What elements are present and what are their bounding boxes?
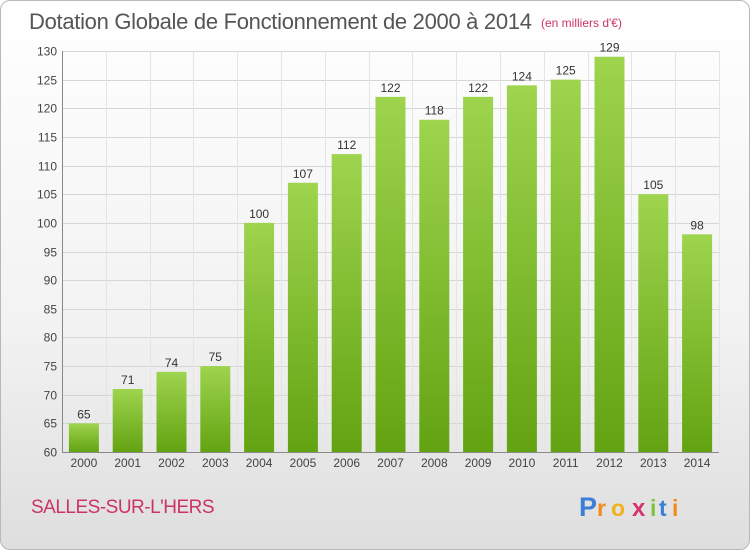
data-label-2007: 122 bbox=[380, 81, 400, 95]
x-tick-label-2009: 2009 bbox=[465, 456, 492, 470]
data-label-2000: 65 bbox=[77, 407, 91, 421]
x-tick-label-2008: 2008 bbox=[421, 456, 448, 470]
bar-2006 bbox=[331, 154, 362, 452]
chart-title: Dotation Globale de Fonctionnement de 20… bbox=[29, 9, 532, 34]
bar-2013 bbox=[638, 194, 669, 452]
bar-2009 bbox=[463, 96, 494, 452]
svg-text:i: i bbox=[672, 495, 678, 521]
svg-text:t: t bbox=[659, 495, 667, 521]
bar-2014 bbox=[682, 234, 713, 452]
data-label-2011: 125 bbox=[556, 64, 576, 78]
y-tick-label: 65 bbox=[44, 417, 58, 431]
svg-text:P: P bbox=[579, 492, 597, 522]
y-tick-label: 110 bbox=[38, 160, 57, 174]
x-tick-label-2002: 2002 bbox=[158, 456, 185, 470]
data-labels: 65 71 74 75 100 107 112 122 118 122 124 125 129 105 98 bbox=[77, 41, 704, 422]
x-tick-label-2007: 2007 bbox=[377, 456, 404, 470]
svg-text:o: o bbox=[611, 495, 625, 521]
x-tick-label-2011: 2011 bbox=[553, 456, 579, 470]
data-label-2001: 71 bbox=[121, 373, 135, 387]
x-tick-label-2012: 2012 bbox=[596, 456, 623, 470]
svg-text:r: r bbox=[597, 495, 606, 521]
bar-2010 bbox=[506, 85, 537, 452]
y-tick-label: 60 bbox=[44, 446, 58, 460]
bar-2007 bbox=[375, 96, 406, 452]
y-tick-label: 85 bbox=[44, 303, 58, 317]
y-tick-label: 95 bbox=[44, 246, 58, 260]
data-label-2003: 75 bbox=[209, 350, 223, 364]
x-tick-label-2004: 2004 bbox=[246, 456, 273, 470]
svg-text:x: x bbox=[632, 495, 646, 522]
bar-2012 bbox=[594, 56, 625, 452]
x-tick-label-2006: 2006 bbox=[333, 456, 360, 470]
bar-2005 bbox=[287, 182, 318, 452]
data-label-2012: 129 bbox=[599, 41, 619, 55]
y-tick-label: 115 bbox=[38, 131, 57, 145]
y-tick-label: 105 bbox=[37, 188, 57, 202]
x-tick-label-2000: 2000 bbox=[71, 456, 98, 470]
y-tick-label: 125 bbox=[37, 74, 57, 88]
y-tick-label: 90 bbox=[44, 274, 58, 288]
y-tick-label: 120 bbox=[37, 102, 57, 116]
data-label-2014: 98 bbox=[690, 218, 704, 232]
bar-2002 bbox=[156, 371, 187, 452]
y-tick-label: 80 bbox=[44, 331, 58, 345]
data-label-2005: 107 bbox=[293, 167, 313, 181]
x-tick-label-2010: 2010 bbox=[509, 456, 536, 470]
bar-2003 bbox=[200, 366, 231, 452]
data-label-2008: 118 bbox=[425, 104, 444, 118]
y-tick-label: 75 bbox=[44, 360, 58, 374]
data-label-2006: 112 bbox=[337, 138, 356, 152]
bar-2000 bbox=[68, 423, 99, 452]
x-tick-label-2014: 2014 bbox=[684, 456, 711, 470]
proxiti-logo[interactable]: P r o x i t i bbox=[577, 489, 689, 525]
data-label-2002: 74 bbox=[165, 356, 179, 370]
y-tick-label: 130 bbox=[37, 45, 57, 59]
bar-2001 bbox=[112, 388, 143, 452]
svg-text:i: i bbox=[650, 495, 656, 521]
x-tick-label-2005: 2005 bbox=[290, 456, 317, 470]
x-tick-label-2001: 2001 bbox=[114, 456, 141, 470]
bars bbox=[68, 56, 713, 453]
y-tick-label: 100 bbox=[37, 217, 57, 231]
data-label-2009: 122 bbox=[468, 81, 488, 95]
bar-2011 bbox=[550, 79, 581, 453]
data-label-2010: 124 bbox=[512, 69, 532, 83]
axes: 60 65 70 75 80 85 90 95 100 105 110 115 120 125 130 200… bbox=[37, 45, 719, 470]
bar-2004 bbox=[244, 222, 275, 452]
y-tick-label: 70 bbox=[44, 389, 58, 403]
data-label-2013: 105 bbox=[643, 178, 663, 192]
x-tick-label-2003: 2003 bbox=[202, 456, 229, 470]
x-tick-label-2013: 2013 bbox=[640, 456, 667, 470]
data-label-2004: 100 bbox=[249, 207, 269, 221]
bar-2008 bbox=[419, 119, 450, 452]
chart-unit-label: (en milliers d'€) bbox=[541, 16, 622, 30]
city-name: SALLES-SUR-L'HERS bbox=[31, 497, 215, 518]
